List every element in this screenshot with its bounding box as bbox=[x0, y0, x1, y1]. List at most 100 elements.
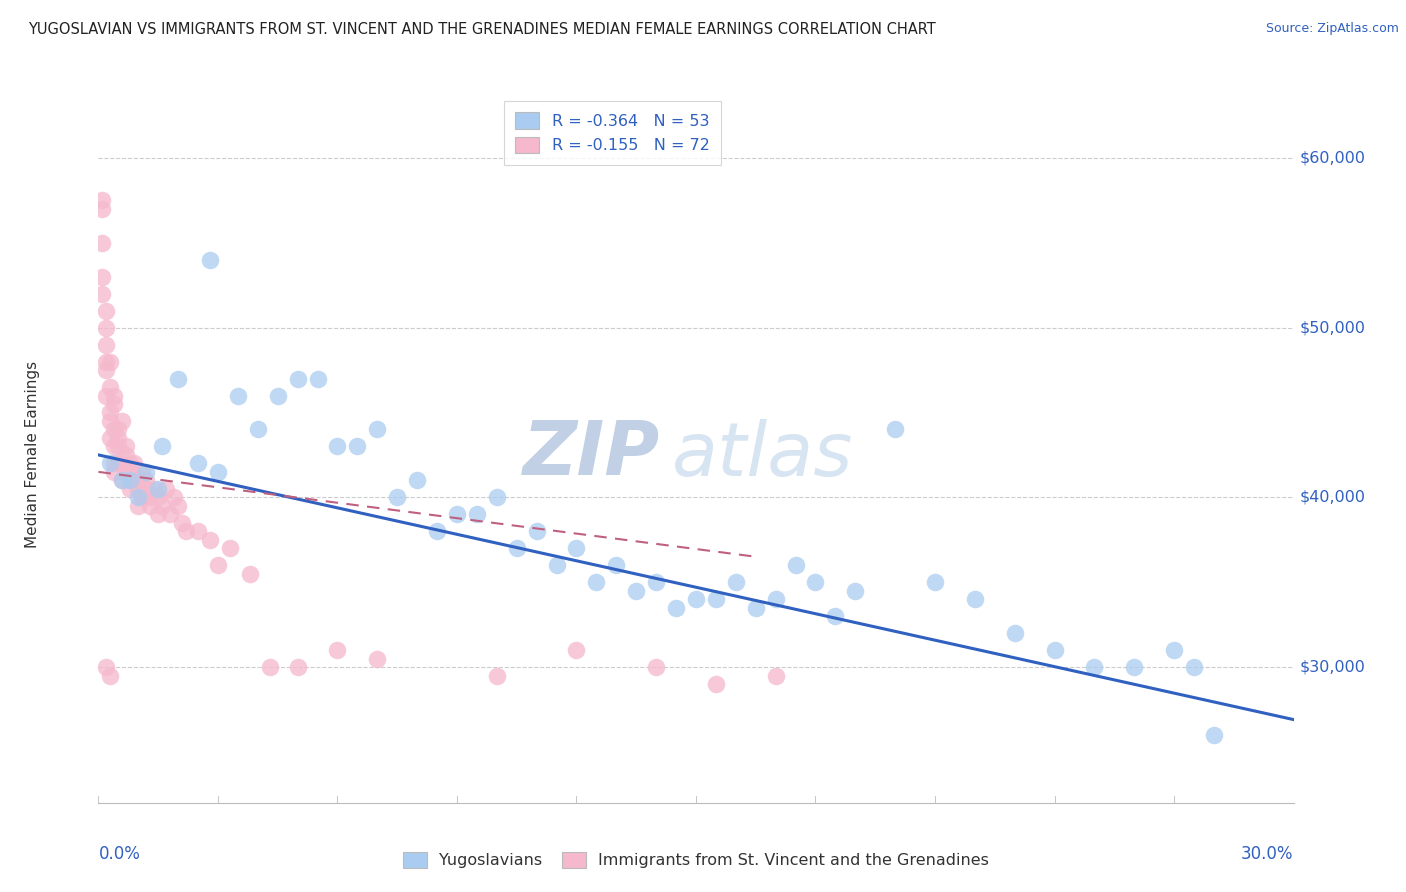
Point bbox=[844, 583, 866, 598]
Point bbox=[98, 405, 122, 419]
Point bbox=[139, 499, 162, 513]
Point bbox=[704, 592, 727, 607]
Point bbox=[366, 651, 388, 665]
Point bbox=[148, 508, 170, 522]
Point bbox=[107, 457, 129, 471]
Point bbox=[506, 541, 529, 556]
Point bbox=[605, 558, 627, 573]
Point bbox=[259, 660, 281, 674]
Point bbox=[107, 422, 129, 436]
Point bbox=[824, 609, 846, 624]
Point bbox=[287, 371, 309, 385]
Legend: Yugoslavians, Immigrants from St. Vincent and the Grenadines: Yugoslavians, Immigrants from St. Vincen… bbox=[396, 846, 995, 875]
Point bbox=[120, 457, 142, 471]
Point bbox=[167, 371, 190, 385]
Point bbox=[103, 388, 125, 402]
Point bbox=[1083, 660, 1105, 674]
Point bbox=[91, 235, 114, 250]
Point bbox=[148, 482, 170, 496]
Point bbox=[96, 660, 118, 674]
Point bbox=[96, 337, 118, 351]
Point bbox=[124, 457, 146, 471]
Point bbox=[246, 422, 269, 436]
Point bbox=[139, 491, 162, 505]
Point bbox=[1043, 643, 1066, 657]
Point bbox=[150, 499, 173, 513]
Point bbox=[1163, 643, 1185, 657]
Point bbox=[187, 524, 209, 539]
Point bbox=[1123, 660, 1146, 674]
Point bbox=[426, 524, 449, 539]
Point bbox=[115, 439, 138, 453]
Text: ZIP: ZIP bbox=[523, 418, 661, 491]
Point bbox=[406, 474, 429, 488]
Point bbox=[465, 508, 488, 522]
Point bbox=[884, 422, 907, 436]
Point bbox=[1202, 728, 1225, 742]
Point bbox=[187, 457, 209, 471]
Point bbox=[96, 363, 118, 377]
Point bbox=[124, 465, 146, 479]
Point bbox=[624, 583, 647, 598]
Point bbox=[167, 499, 190, 513]
Point bbox=[111, 474, 134, 488]
Point bbox=[159, 508, 181, 522]
Point bbox=[107, 431, 129, 445]
Point bbox=[127, 482, 149, 496]
Point bbox=[485, 668, 508, 682]
Point bbox=[115, 448, 138, 462]
Point bbox=[96, 388, 118, 402]
Point bbox=[91, 194, 114, 208]
Text: atlas: atlas bbox=[672, 419, 853, 491]
Point bbox=[565, 643, 588, 657]
Text: Source: ZipAtlas.com: Source: ZipAtlas.com bbox=[1265, 22, 1399, 36]
Point bbox=[120, 482, 142, 496]
Point bbox=[91, 286, 114, 301]
Point bbox=[172, 516, 194, 530]
Point bbox=[565, 541, 588, 556]
Point bbox=[143, 482, 166, 496]
Point bbox=[239, 566, 262, 581]
Point bbox=[148, 491, 170, 505]
Point bbox=[326, 439, 349, 453]
Point bbox=[198, 252, 221, 267]
Point bbox=[585, 575, 607, 590]
Point bbox=[685, 592, 707, 607]
Point bbox=[98, 354, 122, 368]
Point bbox=[704, 677, 727, 691]
Point bbox=[745, 600, 768, 615]
Point bbox=[103, 422, 125, 436]
Point bbox=[198, 533, 221, 547]
Point bbox=[127, 474, 149, 488]
Point bbox=[103, 457, 125, 471]
Point bbox=[96, 354, 118, 368]
Point bbox=[135, 474, 157, 488]
Point bbox=[207, 465, 229, 479]
Point bbox=[111, 457, 134, 471]
Point bbox=[665, 600, 688, 615]
Point bbox=[226, 388, 249, 402]
Point bbox=[924, 575, 946, 590]
Point bbox=[150, 439, 173, 453]
Point bbox=[135, 482, 157, 496]
Point bbox=[131, 491, 153, 505]
Point bbox=[155, 482, 177, 496]
Point bbox=[207, 558, 229, 573]
Point bbox=[366, 422, 388, 436]
Text: $50,000: $50,000 bbox=[1299, 320, 1365, 335]
Point bbox=[446, 508, 468, 522]
Point bbox=[307, 371, 329, 385]
Point bbox=[91, 202, 114, 216]
Point bbox=[267, 388, 290, 402]
Point bbox=[111, 414, 134, 428]
Point bbox=[98, 431, 122, 445]
Point bbox=[1004, 626, 1026, 640]
Text: 0.0%: 0.0% bbox=[98, 845, 141, 863]
Point bbox=[103, 439, 125, 453]
Point bbox=[765, 592, 787, 607]
Point bbox=[103, 465, 125, 479]
Point bbox=[98, 457, 122, 471]
Text: $30,000: $30,000 bbox=[1299, 659, 1365, 674]
Point bbox=[963, 592, 986, 607]
Text: 30.0%: 30.0% bbox=[1241, 845, 1294, 863]
